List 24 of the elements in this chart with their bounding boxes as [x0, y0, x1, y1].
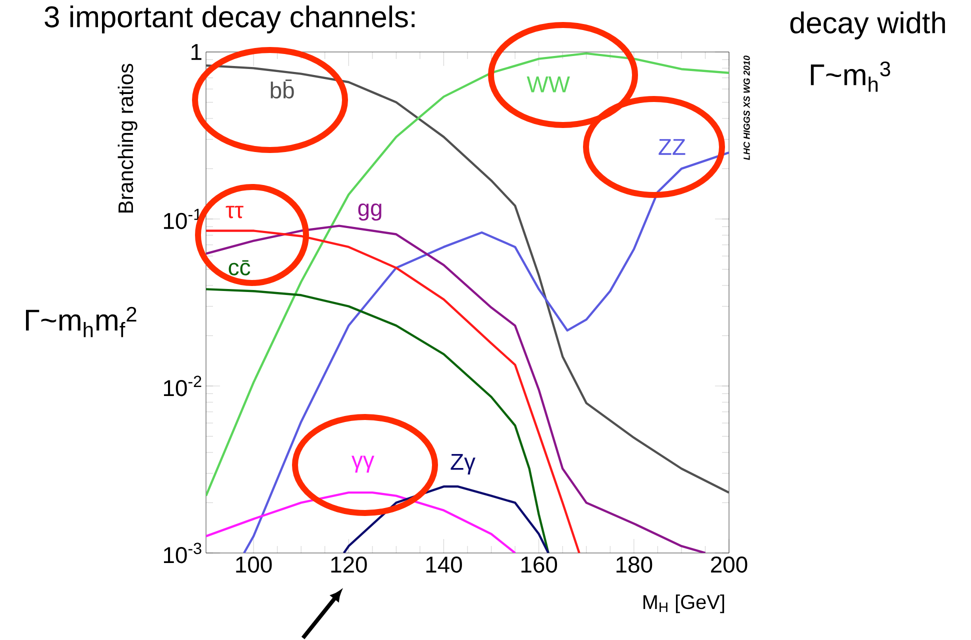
x-tick-label: 160 — [521, 556, 558, 573]
series-label: ZZ — [658, 139, 686, 155]
y-axis-title: Branching ratios — [118, 64, 138, 212]
text: Γ~m$_{h}$m$_{f}$2 — [26, 306, 136, 338]
y-tick-label: 10$^{-3}$ — [164, 542, 202, 564]
x-tick-label: 140 — [426, 556, 462, 573]
chart-title: 3 important decay channels: — [44, 6, 415, 34]
text: LHC HIGGS XS WG 2010 — [744, 56, 750, 160]
y-tick-label: 10$^{-2}$ — [164, 376, 202, 396]
series-label: Zγ — [450, 454, 476, 474]
x-tick-label: 100 — [236, 556, 272, 573]
x-tick-label: 200 — [711, 556, 748, 573]
series-label: γγ — [352, 456, 374, 473]
series-label: bb̄ — [270, 80, 294, 98]
x-axis-title: M$_{H}$ [GeV] — [643, 594, 724, 614]
x-tick-label: 180 — [616, 556, 652, 573]
y-tick-label: 1 — [191, 44, 202, 60]
text: Γ~m$_{h}$3 — [810, 62, 890, 92]
series-label: gg — [358, 204, 382, 221]
series-label: WW — [526, 76, 570, 92]
x-tick-label: 120 — [331, 556, 367, 573]
text: decay width — [790, 12, 945, 40]
series-label: ττ — [226, 206, 244, 218]
series-label: cc̄ — [228, 260, 250, 276]
